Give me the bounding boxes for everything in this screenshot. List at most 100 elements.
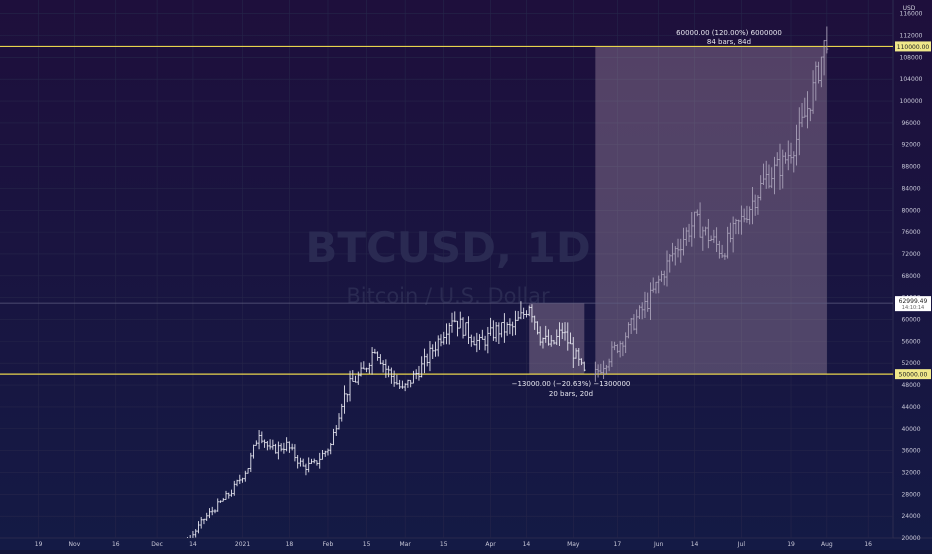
measure-up-line2: 84 bars, 84d [707, 38, 751, 46]
projection-bar [660, 270, 663, 282]
price-bar [197, 521, 200, 534]
price-bar [541, 337, 545, 349]
projection-bar [665, 250, 669, 287]
projection-bar [762, 163, 765, 186]
price-bar [379, 354, 382, 365]
projection-bar [786, 140, 790, 171]
projection-bar [618, 340, 622, 358]
price-bar [301, 458, 305, 467]
price-bar [475, 332, 479, 353]
projection-bar [773, 156, 776, 195]
time-tick-label: 15 [440, 541, 448, 548]
price-bar [351, 370, 355, 382]
level-tag [895, 41, 931, 52]
projection-bar [671, 242, 674, 262]
price-bar [456, 320, 459, 337]
projection-bar [748, 206, 751, 225]
price-bar [423, 348, 426, 374]
watermark-symbol: BTCUSD, 1D [305, 223, 590, 272]
price-tick-label: 72000 [901, 251, 920, 258]
price-bar [318, 452, 322, 469]
projection-bar [613, 341, 616, 351]
projection-bar [707, 218, 710, 249]
price-bar [293, 444, 297, 462]
price-bar [544, 325, 548, 343]
price-bar [486, 326, 490, 354]
price-bar [368, 362, 371, 374]
price-bar [563, 322, 567, 341]
price-bar [390, 367, 393, 384]
price-bar [362, 361, 366, 370]
price-tick-label: 60000 [901, 317, 920, 324]
price-bar [492, 320, 495, 341]
price-bar [470, 334, 473, 347]
price-bar [285, 437, 288, 452]
price-bar [365, 367, 368, 373]
price-bar [246, 468, 250, 474]
projection-bar [809, 108, 812, 122]
price-bar [461, 317, 465, 339]
level-tag [895, 369, 931, 380]
price-bar [224, 490, 228, 501]
time-tick-label: Feb [323, 541, 334, 548]
projection-bar [789, 142, 793, 164]
price-bar [205, 512, 209, 522]
price-bar [583, 361, 586, 372]
price-bar [516, 311, 520, 321]
price-tick-label: 104000 [900, 76, 923, 83]
last-price-value: 62999.49 [899, 298, 928, 305]
price-tick-label: 56000 [901, 338, 920, 345]
price-scale-labels: 62999.49 14:10:14 [895, 296, 931, 312]
projection-bar [673, 246, 677, 266]
projection-bar [731, 216, 735, 253]
horizontal-levels[interactable]: 110000.00 50000.00 [0, 41, 931, 380]
time-axis[interactable]: 19 Nov 16 Dec 14 2021 18 Feb 15 Mar 15 Apr 14 May 17 Ju… [35, 541, 872, 548]
time-tick-label: May [567, 541, 580, 548]
projection-bar [797, 107, 801, 156]
price-bar [249, 452, 253, 472]
price-bar [450, 312, 454, 333]
price-tick-label: 24000 [901, 513, 920, 520]
time-tick-label: 17 [614, 541, 622, 548]
price-bar [315, 460, 319, 466]
projection-bar [734, 218, 738, 235]
price-bar [560, 322, 564, 340]
projection-bar [682, 227, 685, 256]
price-bar [332, 428, 335, 446]
price-bar [547, 329, 550, 346]
price-bar [299, 457, 302, 467]
price-tick-label: 28000 [901, 491, 920, 498]
time-tick-label: 16 [112, 541, 120, 548]
price-bar [447, 322, 451, 345]
price-bar [472, 336, 476, 346]
measure-up-line1: 60000.00 (120.00%) 6000000 [676, 29, 782, 37]
price-bar [208, 508, 211, 519]
projection-bar [640, 302, 644, 320]
projection-bar [712, 229, 716, 243]
price-bar [268, 439, 272, 450]
price-bar [505, 322, 509, 336]
price-tick-label: 100000 [900, 98, 923, 105]
price-bar [555, 329, 559, 346]
projection-bar [696, 209, 699, 217]
projection-bar [657, 275, 661, 294]
price-bar [574, 348, 578, 359]
projection-bar [803, 97, 807, 118]
price-bar [199, 516, 203, 529]
last-price-tag [895, 296, 931, 312]
time-tick-label: Jun [653, 541, 664, 548]
price-tick-label: 96000 [901, 120, 920, 127]
price-bar [329, 442, 333, 455]
projection-bar [701, 226, 705, 251]
price-bar [527, 305, 531, 317]
price-tick-label: 76000 [901, 229, 920, 236]
price-bar [296, 455, 299, 469]
price-tick-label: 68000 [901, 273, 920, 280]
projection-bar [814, 61, 818, 101]
price-bar [288, 441, 291, 453]
price-bar [345, 393, 349, 403]
price-bar [481, 329, 484, 340]
